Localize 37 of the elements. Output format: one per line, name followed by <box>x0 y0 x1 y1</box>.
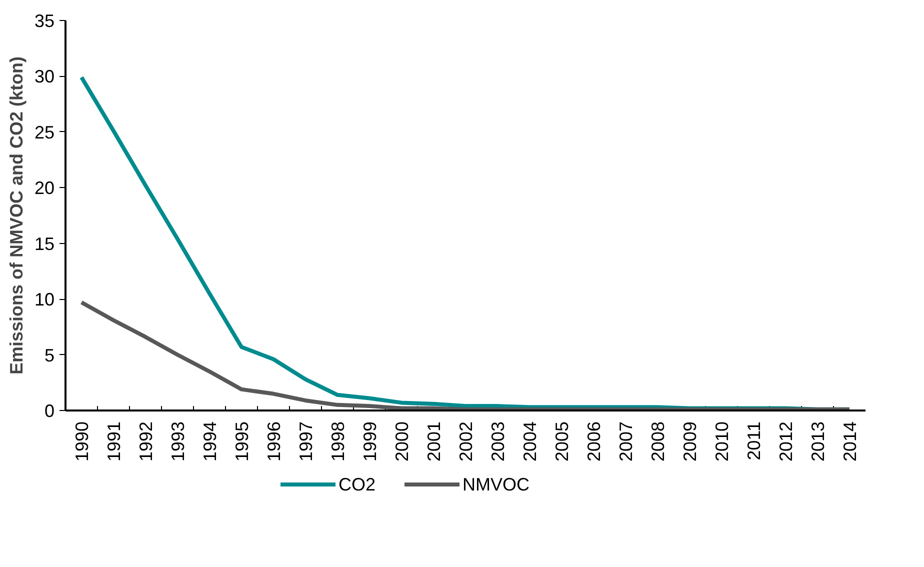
x-tick-label: 1993 <box>168 421 188 462</box>
x-tick-label: 2004 <box>520 421 540 462</box>
x-tick-label: 1998 <box>328 421 348 462</box>
y-tick-label: 25 <box>34 122 55 142</box>
x-tick-label: 1997 <box>296 421 316 462</box>
x-tick-label: 2001 <box>424 421 444 462</box>
x-tick-label: 2007 <box>616 421 636 462</box>
y-tick-label: 5 <box>44 345 55 366</box>
legend-label: CO2 <box>338 474 376 494</box>
x-tick-label: 2011 <box>744 421 764 460</box>
x-tick-label: 2009 <box>680 421 700 462</box>
y-tick-label: 30 <box>34 66 55 87</box>
x-tick-label: 2000 <box>392 421 412 462</box>
y-tick-label: 10 <box>34 290 55 310</box>
legend-label: NMVOC <box>462 474 530 494</box>
x-tick-label: 2012 <box>776 421 796 462</box>
x-tick-label: 2006 <box>584 421 604 462</box>
line-series <box>80 300 852 410</box>
y-tick-label: 35 <box>34 11 55 31</box>
x-tick-label: 2002 <box>456 421 476 462</box>
y-tick-label: 15 <box>34 234 55 254</box>
x-tick-label: 1992 <box>136 421 156 462</box>
x-tick-label: 1990 <box>72 421 92 462</box>
x-tick-label: 2008 <box>648 421 668 462</box>
x-tick-label: 1994 <box>200 421 220 462</box>
x-tick-label: 2005 <box>552 421 572 462</box>
x-tick-label: 1995 <box>232 421 252 462</box>
x-tick-label: 1996 <box>264 421 284 462</box>
x-tick-label: 2010 <box>712 421 732 462</box>
x-tick-label: 1999 <box>360 421 380 462</box>
x-tick-label: 2003 <box>488 421 508 462</box>
y-tick-label: 0 <box>44 401 55 421</box>
x-tick-label: 2014 <box>840 421 860 462</box>
y-tick-label: 20 <box>34 178 55 198</box>
x-tick-label: 1991 <box>104 421 124 462</box>
x-tick-label: 2013 <box>808 421 828 462</box>
y-axis-title: Emissions of NMVOC and CO2 (kton) <box>6 56 26 375</box>
